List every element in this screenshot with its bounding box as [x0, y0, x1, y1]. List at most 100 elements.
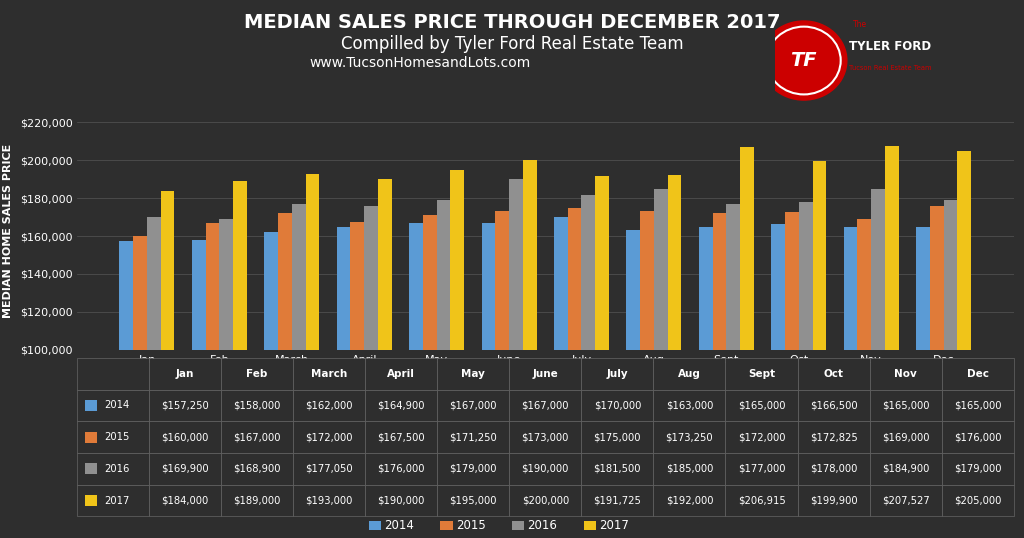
- Bar: [350, 222, 365, 538]
- Bar: [554, 217, 567, 538]
- Bar: [627, 230, 640, 538]
- Bar: [365, 206, 378, 538]
- Text: 2016: 2016: [104, 464, 130, 474]
- Text: $169,900: $169,900: [161, 464, 209, 474]
- Bar: [423, 215, 436, 538]
- Bar: [944, 200, 957, 538]
- Text: TF: TF: [791, 51, 817, 70]
- Bar: [133, 236, 146, 538]
- Y-axis label: MEDIAN HOME SALES PRICE: MEDIAN HOME SALES PRICE: [3, 144, 13, 318]
- Bar: [654, 189, 668, 538]
- Text: $164,900: $164,900: [378, 400, 425, 410]
- Bar: [930, 206, 944, 538]
- Bar: [668, 175, 681, 538]
- Text: $165,000: $165,000: [882, 400, 930, 410]
- Bar: [410, 223, 423, 538]
- Bar: [233, 181, 247, 538]
- Bar: [813, 160, 826, 538]
- Bar: [305, 174, 319, 538]
- Text: $167,000: $167,000: [521, 400, 569, 410]
- Bar: [713, 214, 726, 538]
- Bar: [785, 212, 799, 538]
- Text: Jan: Jan: [176, 369, 195, 379]
- Text: $157,250: $157,250: [161, 400, 209, 410]
- Text: May: May: [461, 369, 485, 379]
- Bar: [726, 204, 740, 538]
- Bar: [567, 208, 582, 538]
- Bar: [740, 147, 754, 538]
- Bar: [206, 223, 219, 538]
- Text: $167,500: $167,500: [377, 432, 425, 442]
- Text: Compilled by Tyler Ford Real Estate Team: Compilled by Tyler Ford Real Estate Team: [341, 35, 683, 53]
- Text: $177,000: $177,000: [737, 464, 785, 474]
- Text: www.TucsonHomesandLots.com: www.TucsonHomesandLots.com: [309, 56, 530, 70]
- Bar: [161, 190, 174, 538]
- Text: Feb: Feb: [247, 369, 267, 379]
- Text: Tucson Real Estate Team: Tucson Real Estate Team: [849, 65, 932, 71]
- Text: $200,000: $200,000: [521, 495, 569, 506]
- Bar: [698, 226, 713, 538]
- Text: MEDIAN SALES PRICE THROUGH DECEMBER 2017: MEDIAN SALES PRICE THROUGH DECEMBER 2017: [244, 13, 780, 32]
- Text: Nov: Nov: [894, 369, 918, 379]
- Bar: [582, 195, 595, 538]
- Text: $189,000: $189,000: [233, 495, 281, 506]
- Text: $185,000: $185,000: [666, 464, 713, 474]
- Text: 2016: 2016: [527, 519, 557, 532]
- Text: $178,000: $178,000: [810, 464, 857, 474]
- Text: $184,900: $184,900: [882, 464, 930, 474]
- Text: $176,000: $176,000: [378, 464, 425, 474]
- Text: $199,900: $199,900: [810, 495, 857, 506]
- Bar: [264, 232, 278, 538]
- Text: Sept: Sept: [748, 369, 775, 379]
- Bar: [120, 241, 133, 538]
- Bar: [496, 211, 509, 538]
- Bar: [957, 151, 971, 538]
- Text: $173,000: $173,000: [521, 432, 569, 442]
- Text: $176,000: $176,000: [954, 432, 1001, 442]
- Bar: [857, 219, 871, 538]
- Text: $170,000: $170,000: [594, 400, 641, 410]
- Text: $173,250: $173,250: [666, 432, 714, 442]
- Text: $206,915: $206,915: [737, 495, 785, 506]
- Bar: [844, 226, 857, 538]
- Text: July: July: [606, 369, 628, 379]
- Text: TYLER FORD: TYLER FORD: [849, 40, 931, 53]
- Text: $172,000: $172,000: [737, 432, 785, 442]
- Text: 2014: 2014: [104, 400, 129, 410]
- Text: $172,825: $172,825: [810, 432, 857, 442]
- Text: $184,000: $184,000: [162, 495, 209, 506]
- Text: $165,000: $165,000: [737, 400, 785, 410]
- Bar: [640, 211, 654, 538]
- Text: $179,000: $179,000: [954, 464, 1001, 474]
- Text: $190,000: $190,000: [378, 495, 425, 506]
- Text: $207,527: $207,527: [882, 495, 930, 506]
- Text: 2015: 2015: [104, 432, 130, 442]
- Text: $205,000: $205,000: [954, 495, 1001, 506]
- Text: $171,250: $171,250: [450, 432, 497, 442]
- Text: Oct: Oct: [823, 369, 844, 379]
- Bar: [595, 176, 609, 538]
- Text: $190,000: $190,000: [521, 464, 569, 474]
- Text: $167,000: $167,000: [450, 400, 497, 410]
- Text: $166,500: $166,500: [810, 400, 857, 410]
- Bar: [451, 170, 464, 538]
- Text: $193,000: $193,000: [305, 495, 352, 506]
- Bar: [337, 227, 350, 538]
- Bar: [885, 146, 899, 538]
- Text: April: April: [387, 369, 415, 379]
- Text: 2017: 2017: [599, 519, 629, 532]
- Bar: [146, 217, 161, 538]
- Text: The: The: [853, 20, 867, 29]
- Bar: [799, 202, 813, 538]
- Text: $192,000: $192,000: [666, 495, 713, 506]
- Bar: [436, 200, 451, 538]
- Bar: [191, 240, 206, 538]
- Bar: [509, 179, 523, 538]
- Text: 2015: 2015: [456, 519, 485, 532]
- Text: $177,050: $177,050: [305, 464, 353, 474]
- Text: March: March: [311, 369, 347, 379]
- Text: Dec: Dec: [967, 369, 989, 379]
- Bar: [278, 214, 292, 538]
- Bar: [523, 160, 537, 538]
- Bar: [771, 224, 785, 538]
